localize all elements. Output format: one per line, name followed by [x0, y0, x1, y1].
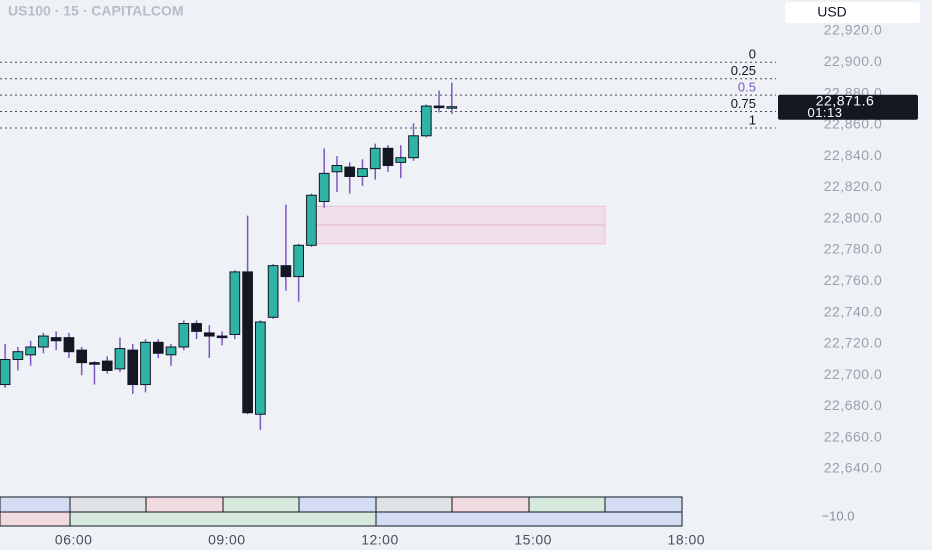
candle-body-down [203, 332, 215, 337]
candle-body-down [216, 335, 228, 339]
candle-body-up [178, 323, 190, 348]
x-tick-label: 09:00 [208, 532, 246, 548]
x-tick-label: 18:00 [668, 532, 706, 548]
session-cell [375, 511, 683, 527]
y-tick-label: 22,640.0 [824, 460, 883, 476]
candle-body-up [267, 265, 279, 318]
y-tick-label: 22,760.0 [824, 272, 883, 288]
session-cell [222, 496, 300, 513]
session-cell [375, 496, 453, 513]
fib-label: 1 [749, 112, 756, 127]
candle-body-up [395, 157, 407, 163]
candle-body-down [63, 337, 75, 353]
candle-body-up [25, 346, 36, 356]
y-tick-label: 22,900.0 [824, 53, 883, 69]
candle-body-up [165, 346, 177, 356]
last-price-label: 22,871.6 [816, 92, 875, 108]
session-cell [298, 496, 377, 513]
candle-body-down [382, 147, 394, 167]
candle-body-up [446, 106, 458, 109]
session-cell [528, 496, 606, 513]
candle-body-up [306, 194, 317, 246]
currency-box[interactable] [785, 2, 920, 23]
candle-body-down [152, 341, 164, 354]
candle-body-down [344, 166, 356, 177]
y-tick-label: 22,700.0 [824, 366, 883, 382]
session-cell [69, 496, 147, 513]
y-tick-label: 22,740.0 [824, 303, 883, 319]
candle-body-down [191, 323, 202, 332]
y-tick-label: 22,920.0 [824, 22, 883, 38]
candle-body-up [408, 135, 419, 159]
indicator-axis-label: −10.0 [822, 508, 855, 523]
candle-body-up [318, 172, 330, 203]
candle-body-down [433, 105, 445, 109]
last-price-tag [778, 94, 918, 120]
y-tick-label: 22,660.0 [824, 428, 883, 444]
session-cell [0, 496, 71, 513]
candle-body-down [280, 265, 292, 278]
candle-body-down [242, 271, 253, 414]
candle-body-up [369, 147, 381, 170]
y-tick-label: 22,840.0 [824, 147, 883, 163]
candle-body-down [127, 349, 139, 386]
currency: USD [817, 4, 847, 20]
fib-label: 0.5 [738, 80, 756, 95]
session-cell [451, 496, 530, 513]
x-tick-label: 15:00 [514, 532, 552, 548]
candle-body-up [293, 244, 305, 278]
candle-body-up [0, 359, 11, 386]
chart-title: US100 · 15 · CAPITALCOM [8, 3, 184, 19]
x-tick-label: 06:00 [55, 532, 93, 548]
session-cell [604, 496, 683, 513]
y-tick-label: 22,680.0 [824, 397, 883, 413]
session-cell [69, 511, 377, 527]
candle-body-up [140, 341, 151, 386]
session-cell [145, 496, 224, 513]
countdown: 01:13 [807, 105, 842, 120]
candle-body-down [101, 360, 113, 371]
y-tick-label: 22,720.0 [824, 335, 883, 351]
candle-body-up [255, 321, 266, 415]
candle-body-up [331, 165, 343, 173]
candle-body-up [38, 335, 49, 348]
session-bars [0, 496, 683, 527]
candle-body-up [114, 348, 126, 370]
y-tick-label: 22,820.0 [824, 178, 883, 194]
candle-body-up [357, 168, 368, 177]
fib-label: 0 [749, 47, 756, 62]
candle-body-down [76, 349, 88, 364]
x-tick-label: 12:00 [361, 532, 399, 548]
y-tick-label: 22,800.0 [824, 209, 883, 225]
fib-label: 0.75 [731, 96, 756, 111]
candle-body-down [50, 337, 62, 342]
candle-body-up [420, 105, 432, 137]
candle-body-up [12, 351, 24, 361]
session-cell [0, 511, 71, 527]
y-tick-label: 22,780.0 [824, 241, 883, 257]
candle-body-down [89, 362, 100, 365]
fib-label: 0.25 [731, 63, 756, 78]
candle-body-up [229, 271, 241, 335]
